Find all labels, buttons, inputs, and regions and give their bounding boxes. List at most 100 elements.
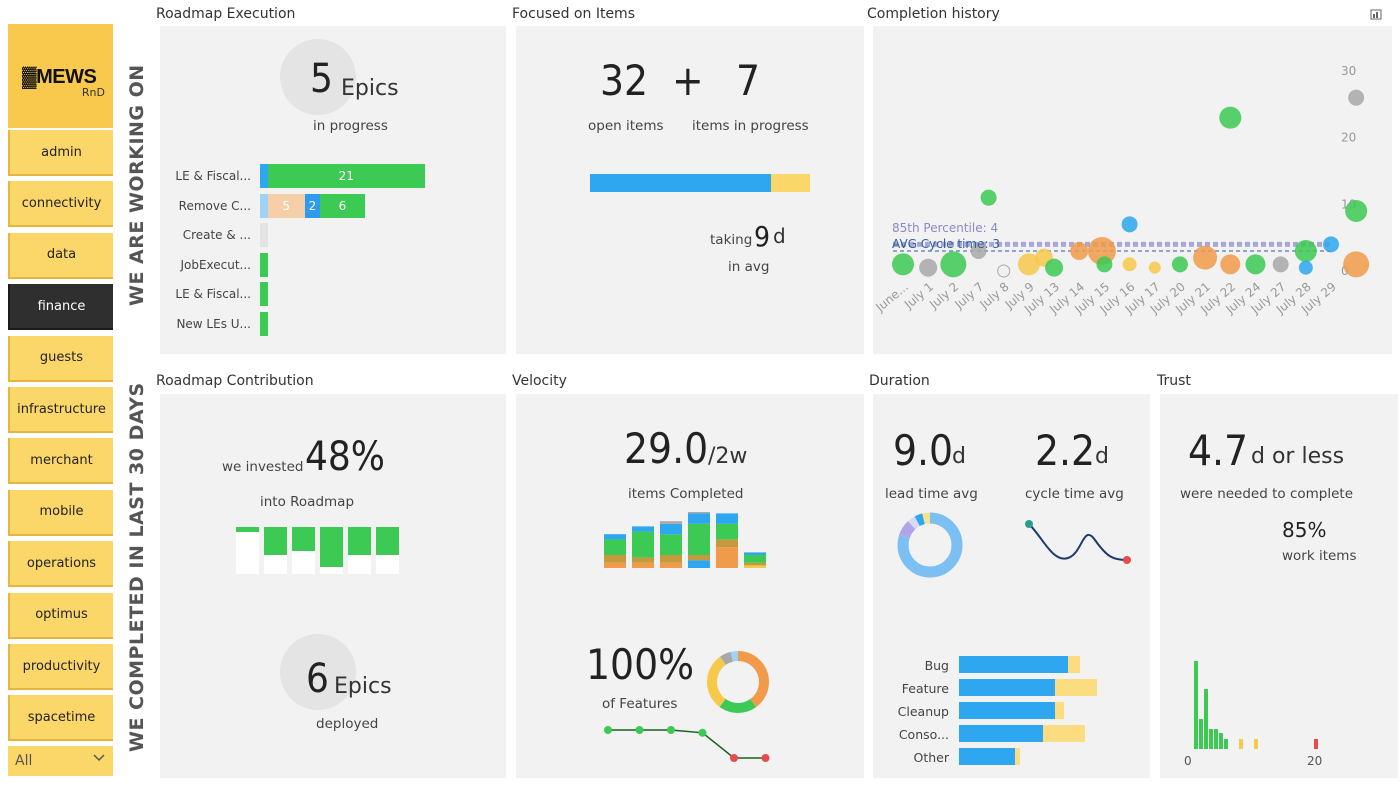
histogram-bar — [1254, 739, 1258, 749]
sidebar-item-finance[interactable]: finance — [8, 284, 113, 331]
data-point — [1121, 216, 1138, 233]
deployed-circle — [280, 634, 356, 710]
data-point — [1294, 240, 1317, 262]
features-value: 100% — [586, 640, 695, 689]
share-bar-bg — [236, 527, 259, 574]
velocity-bar-segment — [716, 547, 738, 568]
percentile-label: 85th Percentile: 4 — [892, 221, 999, 235]
velocity-bar-segment — [604, 539, 626, 555]
trust-title: Trust — [1157, 373, 1191, 389]
roadmap-bar-segment — [260, 311, 268, 336]
epics-caption: in progress — [313, 118, 388, 134]
sidebar-item-data[interactable]: data — [8, 232, 113, 279]
sidebar-item-infrastructure[interactable]: infrastructure — [8, 387, 113, 433]
sidebar-item-label: operations — [26, 555, 97, 571]
trust-percent: 85% — [1282, 518, 1327, 542]
roadmap-bar-segment — [260, 193, 268, 218]
cycle-time-unit: d — [1095, 444, 1109, 469]
taking-unit: d — [773, 224, 786, 248]
velocity-bar-segment — [716, 513, 738, 524]
histogram-bar — [1199, 719, 1203, 749]
data-point — [892, 253, 914, 276]
trend-point — [761, 754, 770, 762]
data-point — [1343, 251, 1370, 278]
work-type-label: Bug — [924, 658, 949, 673]
velocity-bar-segment — [632, 526, 654, 532]
team-select[interactable]: All — [8, 746, 113, 776]
data-point — [1148, 261, 1161, 274]
histogram-bar — [1224, 739, 1228, 749]
velocity-bar-segment — [660, 534, 682, 555]
sidebar-item-label: guests — [39, 350, 84, 366]
roadmap-row-label: LE & Fiscal... — [175, 287, 251, 301]
data-point — [1348, 89, 1365, 106]
histogram-bar — [1209, 729, 1213, 749]
velocity-bar-segment — [688, 560, 710, 568]
x-tick-label: July 2 — [926, 280, 961, 313]
in-progress-segment — [770, 174, 810, 192]
work-type-label: Feature — [901, 681, 949, 696]
velocity-unit: /2w — [708, 444, 748, 469]
open-items-caption: open items — [588, 118, 664, 134]
sidebar-item-label: admin — [41, 144, 82, 160]
trust-axis-20: 20 — [1307, 754, 1323, 768]
data-point — [1045, 258, 1064, 277]
sidebar-item-optimus[interactable]: optimus — [8, 592, 113, 639]
sidebar-item-operations[interactable]: operations — [8, 541, 113, 588]
cycle-time-value: 2.2 — [1035, 426, 1096, 475]
roadmap-bar-segment — [260, 282, 268, 306]
plus-sign: + — [672, 56, 704, 105]
data-point — [1220, 254, 1241, 275]
lead-time-caption: lead time avg — [885, 486, 978, 502]
roadmap-row-label: LE & Fiscal... — [175, 169, 251, 183]
velocity-bar-segment — [744, 562, 766, 566]
share-bar-fill — [236, 527, 259, 532]
work-type-bar-primary — [959, 656, 1068, 673]
velocity-bar-segment — [632, 531, 654, 558]
histogram-bar — [1214, 729, 1218, 749]
data-point — [980, 189, 997, 206]
sidebar-item-spacetime[interactable]: spacetime — [8, 695, 113, 742]
focus-mode-icon[interactable] — [1370, 8, 1382, 20]
epics-circle — [280, 39, 356, 115]
section-label-working-on: WE ARE WORKING ON — [126, 64, 148, 306]
work-type-bar-secondary — [1055, 702, 1064, 719]
velocity-bar-segment — [688, 513, 710, 524]
sidebar-item-admin[interactable]: admin — [8, 130, 113, 176]
logo-tile: ▓MEWS RnD — [8, 24, 113, 128]
focused-panel: 32 + 7 open items items in progress taki… — [516, 26, 864, 354]
data-point — [1245, 254, 1266, 275]
logo-subtitle: RnD — [81, 86, 105, 99]
sidebar-item-label: connectivity — [21, 195, 102, 211]
in-progress-value: 7 — [736, 56, 761, 105]
velocity-bar-segment — [660, 555, 682, 563]
chevron-down-icon — [93, 754, 105, 762]
work-type-label: Conso... — [898, 727, 949, 742]
duration-panel: 9.0 d lead time avg 2.2 d cycle time avg… — [873, 394, 1150, 778]
sidebar-item-mobile[interactable]: mobile — [8, 489, 113, 536]
section-label-completed: WE COMPLETED IN LAST 30 DAYS — [126, 382, 148, 752]
trend-point — [730, 754, 738, 762]
sidebar-item-guests[interactable]: guests — [8, 335, 113, 382]
share-bar-fill — [376, 527, 399, 556]
sidebar-item-productivity[interactable]: productivity — [8, 644, 113, 690]
data-point — [1017, 253, 1040, 276]
work-type-bar-secondary — [1067, 656, 1080, 673]
work-type-bar-primary — [959, 748, 1015, 765]
sidebar-item-connectivity[interactable]: connectivity — [8, 181, 113, 228]
trust-axis-0: 0 — [1184, 754, 1192, 768]
share-bar-fill — [264, 527, 287, 556]
data-point — [1219, 106, 1242, 129]
velocity-bar-segment — [604, 534, 626, 540]
trust-unit: d or less — [1251, 444, 1345, 469]
trend-line — [608, 729, 766, 759]
cycle-trend-line — [1028, 523, 1128, 561]
data-point — [1272, 256, 1289, 273]
focused-title: Focused on Items — [512, 6, 635, 22]
velocity-bar-segment — [604, 555, 626, 563]
in-progress-caption: items in progress — [692, 118, 809, 134]
contribution-panel: we invested 48% into Roadmap 6 Epics dep… — [160, 394, 506, 778]
sidebar-item-merchant[interactable]: merchant — [8, 438, 113, 485]
